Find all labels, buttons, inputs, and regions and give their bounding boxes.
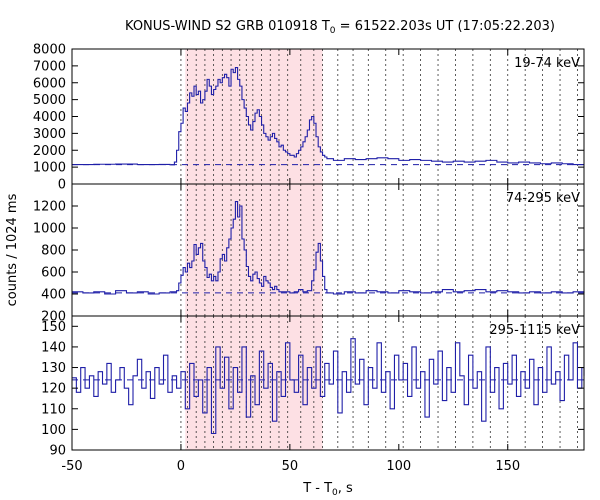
y-tick-label: 5000 [33, 93, 66, 108]
panel-2: 200 400 600 800 1000 1200 74-295 keV [33, 183, 585, 325]
x-tick-label: 50 [282, 459, 299, 474]
y-tick-label: 0 [58, 178, 66, 193]
panel-energy-label: 74-295 keV [506, 191, 580, 206]
y-tick-label: 1000 [33, 161, 66, 176]
shaded-region [185, 184, 247, 316]
x-tick-label: 0 [177, 459, 185, 474]
y-tick-label: 7000 [33, 59, 66, 74]
y-tick-label: 2000 [33, 144, 66, 159]
y-tick-label: 600 [41, 266, 66, 281]
x-tick-label: -50 [61, 459, 82, 474]
y-tick-label: 800 [41, 244, 66, 259]
y-tick-label: 3000 [33, 127, 66, 142]
y-tick-label: 1200 [33, 200, 66, 215]
shaded-region [246, 184, 323, 316]
series-line [72, 67, 584, 166]
y-tick-label: 130 [41, 361, 66, 376]
panel-frame [71, 315, 585, 451]
y-tick-label: 120 [41, 382, 66, 397]
chart-title: KONUS-WIND S2 GRB 010918 T0 = 61522.203s… [125, 19, 555, 36]
shaded-region [185, 49, 247, 184]
y-tick-label: 90 [49, 444, 66, 459]
series-line [72, 201, 585, 295]
y-tick-label: 140 [41, 340, 66, 355]
y-tick-label: 4000 [33, 110, 66, 125]
panel-energy-label: 19-74 keV [514, 56, 580, 71]
y-axis-label: counts / 1024 ms [5, 193, 20, 306]
y-tick-label: 200 [41, 310, 66, 325]
y-tick-label: 150 [41, 320, 66, 335]
y-tick-label: 8000 [33, 43, 66, 58]
panel-frame [71, 48, 585, 185]
y-tick-label: 6000 [33, 76, 66, 91]
x-tick-label: 150 [495, 459, 520, 474]
panel-3: 90 100 110 120 130 140 150 295-1115 keV [41, 315, 585, 459]
x-axis-label: T - T0, s [302, 481, 353, 498]
series-line [72, 338, 585, 435]
panel-energy-label: 295-1115 keV [489, 323, 580, 338]
x-tick-label: 100 [386, 459, 411, 474]
y-tick-label: 110 [41, 402, 66, 417]
y-tick-label: 1000 [33, 222, 66, 237]
y-tick-label: 400 [41, 288, 66, 303]
y-tick-label: 100 [41, 423, 66, 438]
